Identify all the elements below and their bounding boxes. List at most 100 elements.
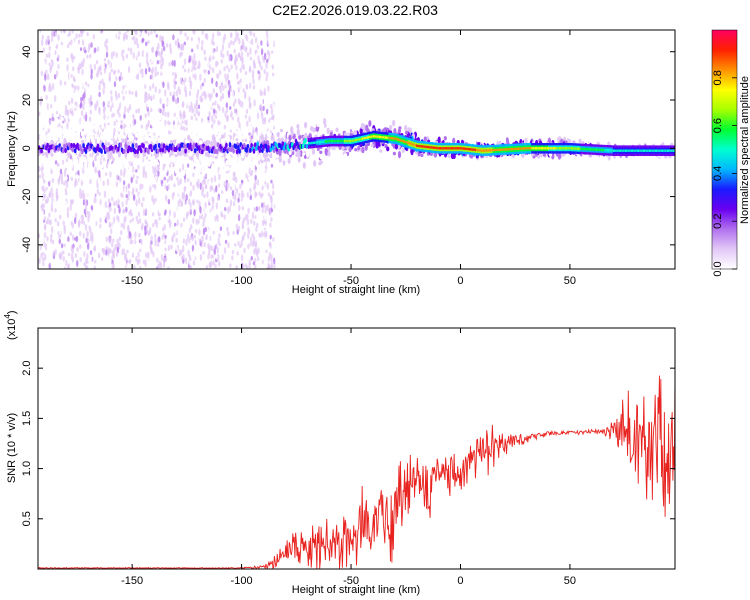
spectrogram-cell — [174, 133, 178, 140]
spectrogram-cell — [344, 132, 348, 137]
spectrogram-cell — [256, 196, 259, 204]
spectrogram-cell — [248, 258, 251, 266]
spectrogram-cell — [55, 70, 59, 77]
spectrogram-cell — [167, 84, 170, 91]
spectrogram-cell — [51, 60, 54, 67]
spectrogram-cell — [164, 159, 168, 165]
spectrogram-cell — [107, 160, 111, 167]
spectrogram-cell — [273, 262, 276, 269]
spectrogram-cell — [57, 64, 60, 70]
spectrogram-cell — [75, 33, 78, 39]
spectrogram-cell — [200, 131, 205, 136]
spectrogram-cell — [243, 231, 246, 237]
spectrogram-cell — [155, 129, 159, 136]
spectrogram-cell — [71, 199, 75, 204]
spectrogram-cell — [112, 148, 115, 154]
spectrogram-cell — [147, 257, 150, 265]
spectrogram-cell — [81, 39, 85, 46]
spectrogram-cell — [212, 87, 216, 94]
spectrogram-cell — [197, 260, 200, 266]
spectrogram-cell — [173, 77, 176, 85]
spectrogram-cell — [219, 42, 223, 50]
spectrogram-cell — [135, 109, 138, 114]
spectrogram-cell — [122, 223, 126, 230]
spectrogram-cell — [205, 121, 209, 129]
spectrogram-cell — [41, 154, 45, 159]
spectrogram-cell — [44, 176, 48, 181]
spectrogram-cell — [233, 30, 236, 37]
spectrogram-cell — [253, 132, 257, 139]
spectrogram-cell — [210, 77, 214, 84]
spectrogram-cell — [70, 220, 73, 226]
spectrogram-cell — [100, 164, 104, 169]
spectrogram-cell — [145, 52, 149, 60]
spectrogram-cell — [102, 63, 106, 69]
spectrogram-cell — [314, 131, 318, 135]
spectrogram-cell — [213, 119, 216, 124]
spectrogram-cell — [238, 263, 241, 269]
spectrogram-cell — [136, 149, 139, 155]
spectrogram-cell — [54, 239, 57, 246]
spectrogram-cell — [207, 168, 211, 174]
spectrogram-cell — [80, 130, 85, 137]
spectrogram-cell — [74, 136, 78, 143]
spectrogram-cell — [177, 256, 180, 262]
spectrogram-cell — [270, 163, 274, 168]
spectrogram-cell — [231, 116, 234, 121]
spectrogram-cell — [135, 199, 138, 207]
spectrogram-cell — [42, 251, 45, 256]
spectrogram-cell — [225, 166, 230, 171]
spectrogram-cell — [195, 102, 198, 107]
spectrogram-cell — [46, 103, 50, 111]
spectrogram-cell — [147, 149, 150, 155]
spectrogram-cell — [245, 108, 249, 115]
spectrogram-cell — [182, 238, 186, 244]
spectrogram-cell — [156, 60, 160, 65]
spectrogram-cell — [162, 236, 166, 243]
spectrogram-cell — [115, 252, 119, 257]
spectrogram-cell — [127, 65, 131, 74]
spectrogram-cell — [263, 91, 266, 96]
spectrogram-cell — [319, 154, 323, 160]
spectrogram-cell — [96, 155, 100, 161]
spectrogram-cell — [265, 71, 269, 79]
spectrogram-cell — [102, 100, 105, 108]
spectrogram-cell — [76, 203, 79, 209]
spectrogram-cell — [124, 31, 127, 39]
spectrogram-cell — [229, 106, 232, 110]
spectrogram-cell — [199, 144, 204, 150]
spectrogram-cell — [79, 176, 82, 183]
spectrogram-cell — [256, 178, 260, 186]
spectrogram-cell — [164, 119, 167, 126]
spectrogram-cell — [103, 113, 106, 120]
spectrogram-cell — [144, 259, 147, 268]
spectrogram-cell — [241, 220, 245, 228]
spectrogram-cell — [259, 61, 262, 68]
spectrogram-cell — [305, 148, 310, 154]
spectrogram-cell — [168, 129, 171, 135]
spectrogram-cell — [613, 159, 617, 164]
spectrogram-cell — [157, 142, 161, 148]
spectrogram-cell — [177, 180, 180, 187]
spectrogram-cell — [199, 206, 202, 214]
spectrogram-cell — [350, 149, 355, 154]
spectrogram-cell — [239, 84, 242, 92]
spectrogram-cell — [389, 146, 393, 150]
spectrogram-cell — [319, 150, 323, 154]
spectrogram-cell — [76, 62, 79, 68]
spectrogram-cell — [226, 226, 229, 232]
spectrogram-cell — [278, 148, 282, 153]
spectrogram-cell — [45, 182, 49, 188]
spectrogram-cell — [164, 209, 167, 214]
spectrogram-cell — [189, 80, 193, 87]
spectrogram-cell — [79, 257, 82, 263]
spectrogram-cell — [420, 153, 424, 158]
spectrogram-cell — [49, 72, 52, 77]
spectrogram-cell — [188, 227, 192, 234]
spectrogram-cell — [74, 110, 77, 114]
spectrogram-cell — [65, 181, 69, 189]
spectrogram-cell — [132, 52, 135, 59]
spectrogram-cell — [43, 231, 47, 239]
spectrogram-cell — [84, 148, 88, 154]
spectrogram-cell — [267, 96, 270, 104]
